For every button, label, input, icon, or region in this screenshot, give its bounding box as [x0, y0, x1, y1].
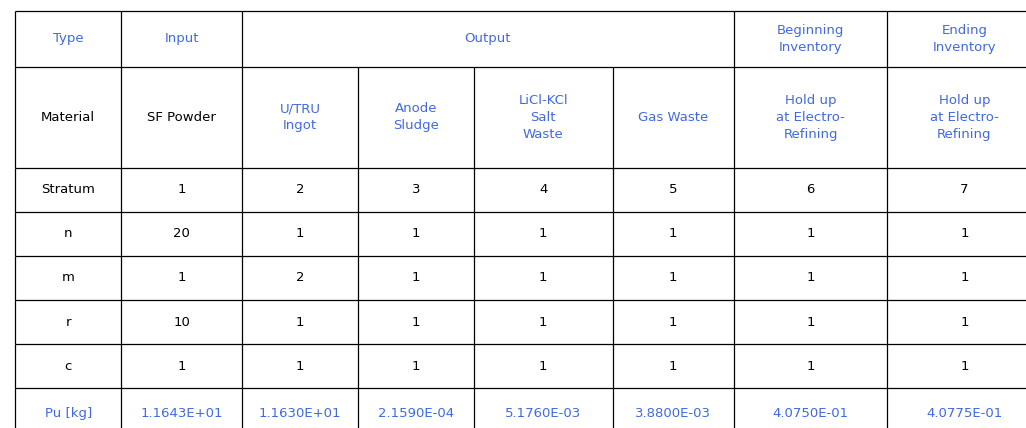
Text: 1: 1 — [411, 360, 421, 373]
Text: 2.1590E-04: 2.1590E-04 — [378, 407, 455, 420]
Text: 1: 1 — [539, 360, 548, 373]
Text: 1: 1 — [539, 271, 548, 285]
Text: 20: 20 — [173, 227, 190, 241]
Text: SF Powder: SF Powder — [147, 111, 216, 124]
Text: 1: 1 — [411, 271, 421, 285]
Text: 1: 1 — [669, 227, 677, 241]
Text: Gas Waste: Gas Waste — [638, 111, 708, 124]
Text: 5: 5 — [669, 183, 677, 196]
Text: 1: 1 — [669, 271, 677, 285]
Text: m: m — [62, 271, 75, 285]
Text: 4.0750E-01: 4.0750E-01 — [773, 407, 849, 420]
Text: 1.1643E+01: 1.1643E+01 — [141, 407, 223, 420]
Text: Hold up
at Electro-
Refining: Hold up at Electro- Refining — [776, 94, 845, 141]
Text: 3.8800E-03: 3.8800E-03 — [635, 407, 711, 420]
Text: 5.1760E-03: 5.1760E-03 — [505, 407, 582, 420]
Text: Input: Input — [164, 33, 199, 45]
Text: 1: 1 — [669, 315, 677, 329]
Text: 1: 1 — [177, 183, 186, 196]
Text: 1: 1 — [177, 271, 186, 285]
Text: 1: 1 — [295, 227, 305, 241]
Text: 1: 1 — [539, 315, 548, 329]
Text: 1: 1 — [539, 227, 548, 241]
Text: Material: Material — [41, 111, 95, 124]
Text: 1: 1 — [295, 360, 305, 373]
Text: n: n — [64, 227, 73, 241]
Text: 1.1630E+01: 1.1630E+01 — [259, 407, 342, 420]
Text: 10: 10 — [173, 315, 190, 329]
Text: 7: 7 — [960, 183, 969, 196]
Text: LiCl-KCl
Salt
Waste: LiCl-KCl Salt Waste — [518, 94, 568, 141]
Text: 1: 1 — [669, 360, 677, 373]
Text: Type: Type — [53, 33, 83, 45]
Text: 4: 4 — [539, 183, 548, 196]
Text: U/TRU
Ingot: U/TRU Ingot — [280, 102, 320, 133]
Text: 2: 2 — [295, 271, 305, 285]
Text: 6: 6 — [806, 183, 815, 196]
Text: 1: 1 — [411, 227, 421, 241]
Text: 1: 1 — [960, 227, 969, 241]
Text: Stratum: Stratum — [41, 183, 95, 196]
Text: c: c — [65, 360, 72, 373]
Text: Hold up
at Electro-
Refining: Hold up at Electro- Refining — [930, 94, 999, 141]
Text: 1: 1 — [960, 360, 969, 373]
Text: 1: 1 — [806, 360, 815, 373]
Text: 1: 1 — [411, 315, 421, 329]
Text: 1: 1 — [960, 271, 969, 285]
Text: 3: 3 — [411, 183, 421, 196]
Text: Anode
Sludge: Anode Sludge — [393, 102, 439, 133]
Text: 1: 1 — [806, 227, 815, 241]
Text: 1: 1 — [295, 315, 305, 329]
Text: r: r — [66, 315, 71, 329]
Text: Ending
Inventory: Ending Inventory — [933, 24, 996, 54]
Text: 1: 1 — [177, 360, 186, 373]
Text: Output: Output — [465, 33, 511, 45]
Text: 1: 1 — [806, 271, 815, 285]
Text: Beginning
Inventory: Beginning Inventory — [777, 24, 844, 54]
Text: 1: 1 — [960, 315, 969, 329]
Text: 2: 2 — [295, 183, 305, 196]
Text: Pu [kg]: Pu [kg] — [44, 407, 92, 420]
Text: 4.0775E-01: 4.0775E-01 — [926, 407, 1002, 420]
Text: 1: 1 — [806, 315, 815, 329]
